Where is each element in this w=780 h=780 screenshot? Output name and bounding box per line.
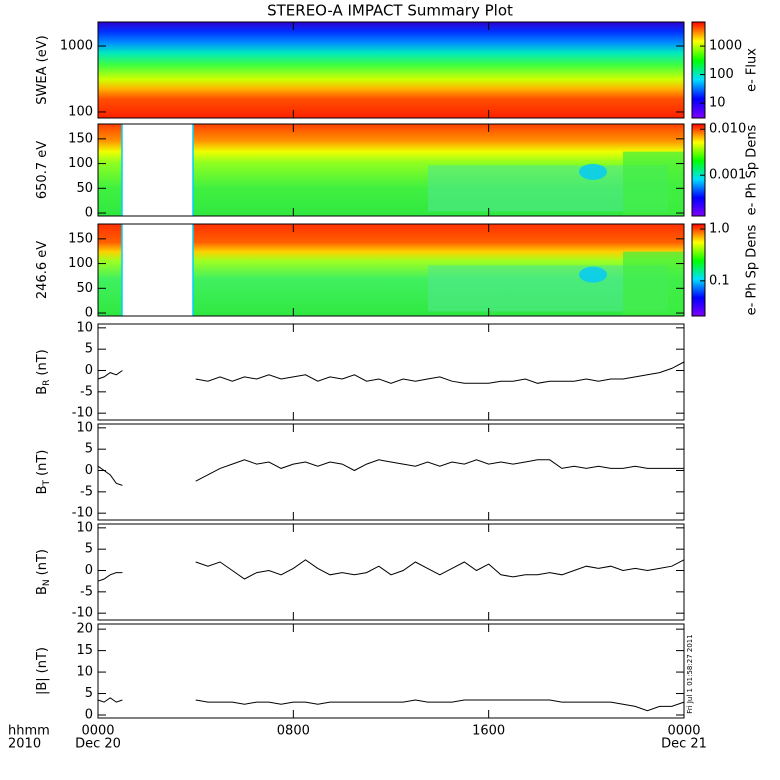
- y-tick-label: 10: [76, 320, 93, 335]
- data-gap: [122, 224, 193, 316]
- panel-frame: [97, 623, 685, 719]
- colorbar-tick-label: 1000: [709, 39, 742, 54]
- y-tick-label: 100: [68, 104, 93, 119]
- corner-label: 2010: [8, 737, 41, 752]
- panel-frame: [97, 323, 685, 421]
- y-label-text: |B|: [35, 677, 50, 695]
- y-tick-label: 100: [68, 256, 93, 271]
- data-line: [97, 459, 684, 486]
- y-tick-label: 0: [85, 306, 93, 321]
- colorbar: [691, 223, 706, 317]
- y-tick-label: 5: [85, 342, 93, 357]
- colorbar: [691, 21, 706, 119]
- y-tick-label: 0: [85, 563, 93, 578]
- colorbar-tick-label: 0.1: [709, 273, 730, 288]
- y-label-sub: T: [42, 479, 52, 486]
- y-tick-label: 15: [76, 643, 93, 658]
- y-axis-label: |B| (nT): [35, 647, 50, 695]
- spectrogram: [98, 22, 684, 118]
- y-axis-label: BT (nT): [35, 450, 52, 495]
- spectrogram-patch: [623, 151, 684, 216]
- y-tick-label: 0: [85, 707, 93, 722]
- y-label-unit: (nT): [35, 549, 50, 575]
- y-axis-label: BR (nT): [35, 349, 52, 395]
- colorbar-label: e- Ph Sp Dens: [745, 124, 760, 215]
- spectrogram-patch: [579, 163, 607, 180]
- y-tick-label: -10: [72, 506, 93, 521]
- colorbar-tick-label: 0.001: [709, 168, 746, 183]
- data-gap: [122, 124, 193, 216]
- panel-frame: [97, 223, 685, 317]
- x-tick-label: 0000: [667, 724, 700, 739]
- y-tick-label: 5: [85, 542, 93, 557]
- y-tick-label: -5: [80, 484, 93, 499]
- panel-frame: [97, 523, 685, 621]
- panel-frame: [97, 21, 685, 119]
- y-tick-label: -10: [72, 406, 93, 421]
- y-tick-label: 150: [68, 131, 93, 146]
- y-tick-label: -10: [72, 606, 93, 621]
- y-label-unit: (nT): [35, 647, 50, 673]
- y-axis-label: BN (nT): [35, 549, 52, 595]
- colorbar: [691, 123, 706, 217]
- y-axis-label: 246.6 eV: [35, 241, 50, 299]
- colorbar-label: e- Flux: [745, 48, 760, 92]
- y-label-text: 650.7 eV: [35, 141, 50, 199]
- date-label: Dec 20: [75, 737, 121, 752]
- y-axis-label: SWEA (eV): [35, 35, 50, 104]
- data-line: [97, 559, 685, 582]
- y-label-text: SWEA (eV): [35, 35, 50, 104]
- x-tick-label: 1600: [472, 724, 505, 739]
- y-tick-label: 100: [68, 156, 93, 171]
- y-label-unit: (nT): [35, 450, 50, 476]
- y-tick-label: 5: [85, 442, 93, 457]
- y-tick-label: 150: [68, 231, 93, 246]
- corner-label: hhmm: [8, 724, 50, 739]
- panel-frame: [97, 423, 685, 521]
- y-tick-label: 50: [76, 281, 93, 296]
- y-tick-label: 10: [76, 520, 93, 535]
- y-tick-label: 10: [76, 665, 93, 680]
- y-label-text: B: [35, 485, 50, 494]
- y-tick-label: 50: [76, 181, 93, 196]
- y-tick-label: 0: [85, 463, 93, 478]
- data-line: [97, 697, 685, 712]
- y-axis-label: 650.7 eV: [35, 141, 50, 199]
- plot-title: STEREO-A IMPACT Summary Plot: [267, 2, 513, 20]
- data-line: [97, 361, 685, 384]
- date-label: Dec 21: [661, 737, 707, 752]
- panel-frame: [97, 123, 685, 217]
- colorbar-label: e- Ph Sp Dens: [745, 224, 760, 315]
- spectrogram-patch: [623, 251, 684, 316]
- timestamp: Fri Jul 1 01:58:27 2011: [686, 634, 694, 713]
- y-label-sub: N: [42, 579, 52, 586]
- y-tick-label: -5: [80, 584, 93, 599]
- colorbar-tick-label: 10: [709, 96, 726, 111]
- y-label-text: B: [35, 386, 50, 395]
- spectrogram-patch: [579, 266, 607, 283]
- y-tick-label: 5: [85, 686, 93, 701]
- colorbar-tick-label: 0.010: [709, 122, 746, 137]
- y-label-text: B: [35, 586, 50, 595]
- y-tick-label: 0: [85, 363, 93, 378]
- x-tick-label: 0800: [277, 724, 310, 739]
- colorbar-tick-label: 1.0: [709, 222, 730, 237]
- y-tick-label: -5: [80, 384, 93, 399]
- y-label-text: 246.6 eV: [35, 241, 50, 299]
- y-label-unit: (nT): [35, 349, 50, 375]
- colorbar-tick-label: 100: [709, 67, 734, 82]
- y-tick-label: 1000: [60, 38, 93, 53]
- y-label-sub: R: [42, 380, 52, 386]
- y-tick-label: 20: [76, 622, 93, 637]
- y-tick-label: 10: [76, 420, 93, 435]
- y-tick-label: 0: [85, 206, 93, 221]
- x-tick-label: 0000: [81, 724, 114, 739]
